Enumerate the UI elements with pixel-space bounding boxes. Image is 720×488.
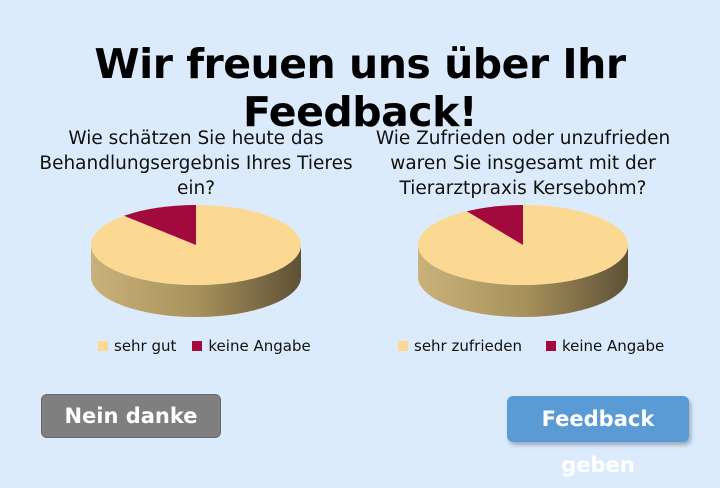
pie-slice-2 xyxy=(466,205,523,245)
no-thanks-button[interactable]: Nein danke xyxy=(41,394,221,438)
legend-item: sehr gut xyxy=(98,337,176,355)
legend-item: keine Angabe xyxy=(545,337,665,355)
chart-2-legend: sehr zufrieden keine Angabe xyxy=(398,337,664,355)
pie-side xyxy=(418,245,628,317)
legend-item: keine Angabe xyxy=(192,337,311,355)
chart-1-title: Wie schätzen Sie heute das Behandlungser… xyxy=(39,128,353,199)
pie-slice-2 xyxy=(124,205,196,245)
pie-slice-1 xyxy=(90,205,301,285)
chart-1-legend: sehr gut keine Angabe xyxy=(98,337,311,355)
legend-label: keine Angabe xyxy=(561,337,665,355)
page-title: Wir freuen uns über Ihr Feedback! xyxy=(94,40,626,136)
legend-swatch xyxy=(192,341,203,351)
pie-side xyxy=(91,245,301,317)
legend-label: sehr zufrieden xyxy=(414,337,522,355)
legend-label: keine Angabe xyxy=(208,337,311,355)
legend-swatch xyxy=(398,341,408,351)
give-feedback-button[interactable]: Feedback geben xyxy=(507,396,689,477)
legend-swatch xyxy=(98,341,108,351)
legend-swatch xyxy=(545,341,556,351)
legend-label: sehr gut xyxy=(114,337,177,355)
legend-item: sehr zufrieden xyxy=(398,337,522,355)
pie-chart-2 xyxy=(418,205,628,317)
chart-2-title: Wie Zufrieden oder unzufrieden waren Sie… xyxy=(375,128,671,199)
pie-chart-1 xyxy=(90,205,301,317)
